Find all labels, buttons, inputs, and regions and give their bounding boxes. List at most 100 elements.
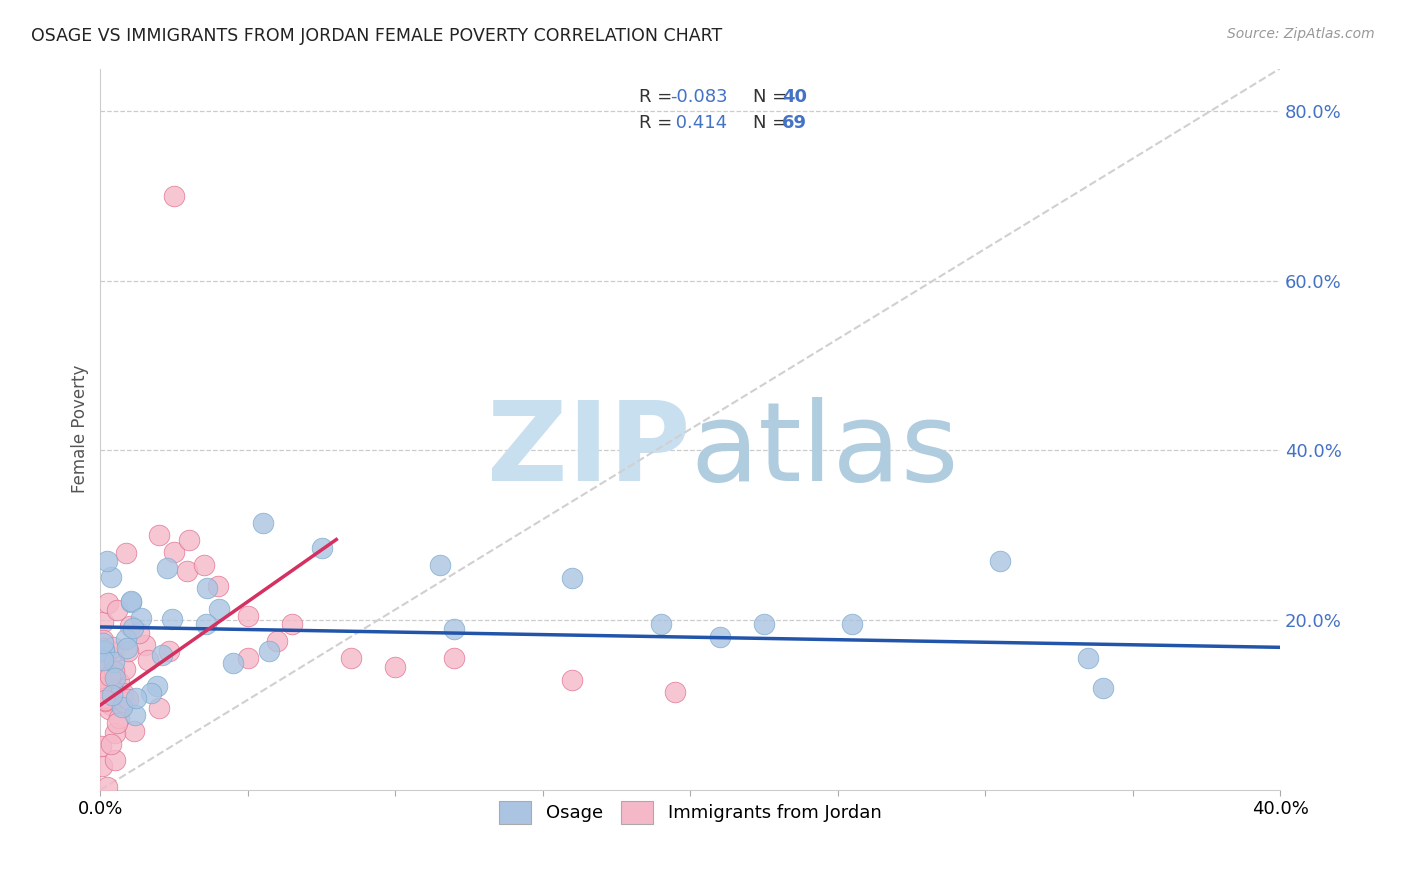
Point	[90, 739, 112, 753]
Point	[114, 662, 136, 676]
Text: Source: ZipAtlas.com: Source: ZipAtlas.com	[1227, 27, 1375, 41]
Text: N =: N =	[752, 88, 793, 106]
Point	[104, 753, 127, 767]
Point	[103, 664, 125, 678]
Point	[139, 686, 162, 700]
Point	[94, 693, 117, 707]
Point	[93, 644, 115, 658]
Point	[340, 651, 363, 665]
Point	[429, 558, 451, 572]
Point	[195, 617, 218, 632]
Point	[156, 561, 179, 575]
Point	[100, 681, 122, 695]
Point	[266, 634, 288, 648]
Point	[97, 685, 120, 699]
Point	[148, 701, 170, 715]
Point	[115, 641, 138, 656]
Point	[90, 665, 112, 680]
Point	[101, 667, 124, 681]
Point	[94, 685, 117, 699]
Point	[104, 671, 127, 685]
Point	[117, 691, 139, 706]
Point	[709, 630, 731, 644]
Point	[236, 609, 259, 624]
Point	[120, 619, 142, 633]
Point	[93, 694, 115, 708]
Point	[136, 652, 159, 666]
Text: OSAGE VS IMMIGRANTS FROM JORDAN FEMALE POVERTY CORRELATION CHART: OSAGE VS IMMIGRANTS FROM JORDAN FEMALE P…	[31, 27, 723, 45]
Point	[100, 737, 122, 751]
Point	[94, 649, 117, 664]
Point	[101, 640, 124, 654]
Point	[93, 641, 115, 656]
Point	[100, 570, 122, 584]
Point	[91, 677, 114, 691]
Point	[90, 662, 112, 676]
Point	[150, 648, 173, 662]
Point	[122, 724, 145, 739]
Point	[208, 601, 231, 615]
Point	[177, 533, 200, 547]
Point	[148, 528, 170, 542]
Point	[207, 579, 229, 593]
Point	[97, 702, 120, 716]
Point	[93, 691, 115, 706]
Y-axis label: Female Poverty: Female Poverty	[72, 365, 89, 493]
Point	[443, 651, 465, 665]
Point	[163, 189, 186, 203]
Point	[443, 622, 465, 636]
Point	[90, 691, 112, 706]
Point	[124, 691, 146, 706]
Point	[664, 685, 686, 699]
Point	[157, 644, 180, 658]
Point	[163, 545, 186, 559]
Point	[112, 695, 135, 709]
Point	[752, 617, 775, 632]
Point	[96, 780, 118, 795]
Point	[384, 660, 406, 674]
Point	[104, 726, 127, 740]
Point	[117, 644, 139, 658]
Point	[115, 632, 138, 646]
Point	[97, 596, 120, 610]
Point	[91, 636, 114, 650]
Point	[115, 546, 138, 560]
Point	[96, 554, 118, 568]
Point	[101, 684, 124, 698]
Text: R =: R =	[640, 114, 679, 132]
Point	[91, 632, 114, 647]
Point	[561, 673, 583, 687]
Point	[100, 674, 122, 689]
Point	[93, 643, 115, 657]
Point	[236, 651, 259, 665]
Point	[107, 675, 129, 690]
Point	[107, 711, 129, 725]
Point	[100, 698, 122, 712]
Point	[146, 680, 169, 694]
Point	[103, 656, 125, 670]
Point	[91, 615, 114, 630]
Point	[107, 688, 129, 702]
Point	[1092, 681, 1115, 695]
Point	[103, 645, 125, 659]
Text: 0.414: 0.414	[671, 114, 727, 132]
Point	[195, 581, 218, 595]
Text: 69: 69	[782, 114, 807, 132]
Point	[252, 516, 274, 530]
Point	[257, 644, 280, 658]
Point	[120, 593, 142, 607]
Point	[1077, 651, 1099, 665]
Point	[134, 638, 156, 652]
Point	[93, 652, 115, 666]
Point	[98, 668, 121, 682]
Legend: Osage, Immigrants from Jordan: Osage, Immigrants from Jordan	[488, 790, 893, 835]
Point	[94, 652, 117, 666]
Point	[162, 612, 184, 626]
Point	[105, 716, 128, 731]
Text: N =: N =	[752, 114, 793, 132]
Point	[90, 759, 112, 773]
Point	[129, 611, 152, 625]
Point	[110, 700, 132, 714]
Text: atlas: atlas	[690, 397, 959, 504]
Point	[122, 621, 145, 635]
